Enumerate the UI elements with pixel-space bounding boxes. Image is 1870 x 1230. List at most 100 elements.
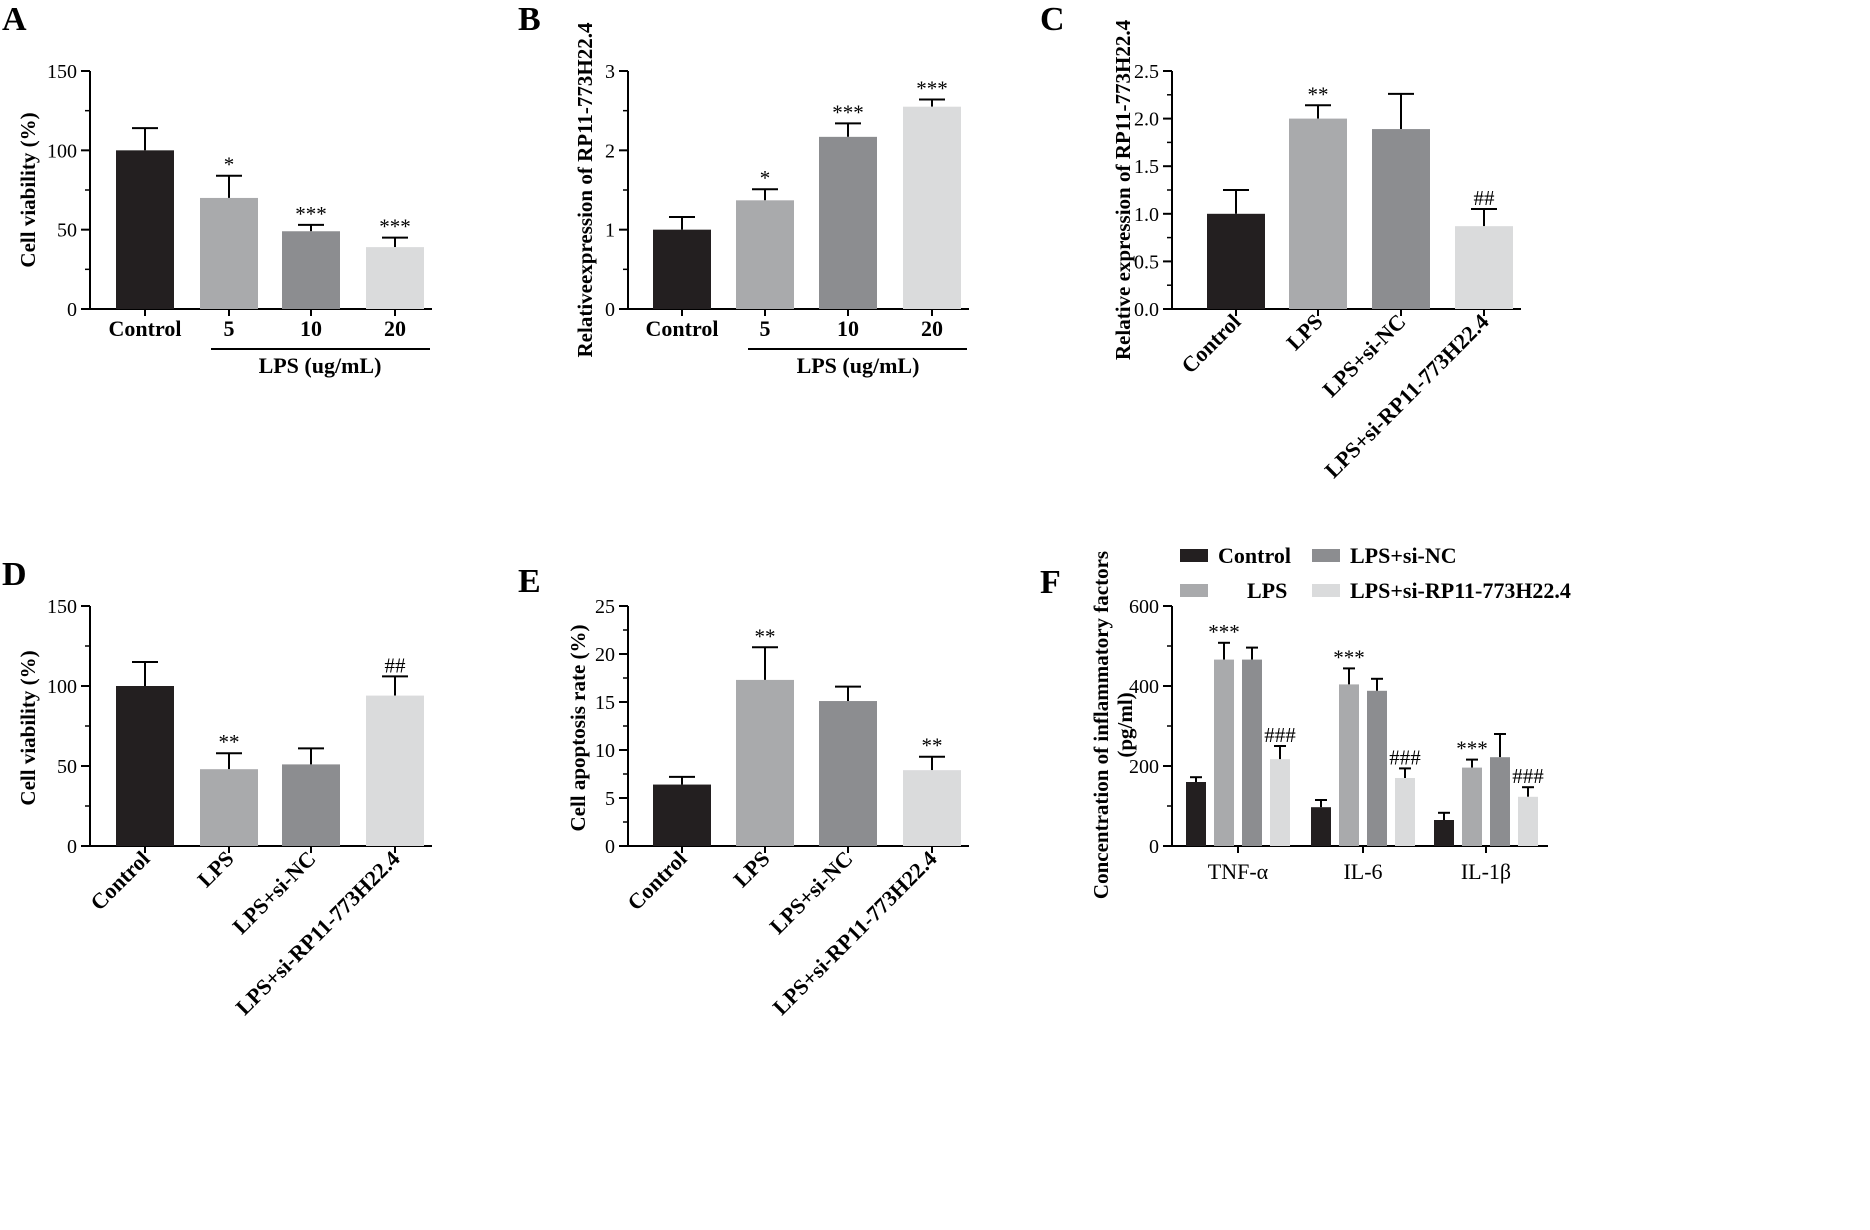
bar-1 [736,679,794,846]
bar-0 [653,229,711,309]
y-axis-label: Cell viability (%) [16,112,40,267]
x-tick-label: Control [109,316,182,341]
bar-3 [366,695,424,846]
bar-2-3 [1518,796,1538,846]
x-tick-label: IL-6 [1343,859,1382,884]
y-tick-label: 0.0 [1134,299,1159,321]
bar-0 [116,686,174,846]
bar-1 [1289,118,1347,309]
y-tick-label: 3 [605,61,615,83]
bar-2-1 [1462,767,1482,846]
bar-3 [903,770,961,846]
y-tick-label: 10 [595,740,615,762]
legend-item-2: LPS+si-NC [1312,543,1457,568]
x-tick-label: Control [1176,309,1245,378]
y-axis-label-line2: (pg/ml) [1113,692,1137,757]
significance-label: ### [1389,745,1421,769]
significance-label: *** [832,100,864,124]
x-tick-label: 10 [300,316,322,341]
significance-label: *** [916,77,948,101]
y-tick-label: 1.0 [1134,204,1159,226]
bar-2 [282,231,340,309]
significance-label: ### [1264,723,1296,747]
x-tick-label: 20 [921,316,943,341]
x-tick-label: TNF-α [1208,859,1269,884]
significance-label: ### [1512,764,1544,788]
legend-swatch [1312,584,1340,597]
significance-label: ** [922,734,943,758]
legend-item-1: LPS [1180,578,1287,603]
y-tick-label: 0.5 [1134,251,1159,273]
significance-label: * [760,166,771,190]
bar-0 [116,150,174,309]
panel-letter: A [2,1,27,38]
y-tick-label: 50 [57,220,77,242]
y-tick-label: 2 [605,140,615,162]
x-tick-label: 5 [224,316,235,341]
panel-letter: F [1040,564,1061,601]
significance-label: ** [219,730,240,754]
x-tick-label: 5 [760,316,771,341]
bar-3 [903,106,961,309]
significance-label: * [224,153,235,177]
x-tick-label: Control [85,846,154,915]
legend-label: LPS+si-NC [1350,543,1457,568]
y-axis-label: Cell apoptosis rate (%) [566,624,590,831]
legend-label: Control [1218,543,1291,568]
group-label: LPS (ug/mL) [259,353,382,378]
y-tick-label: 5 [605,788,615,810]
significance-label: *** [1333,645,1365,669]
y-tick-label: 20 [595,644,615,666]
legend-label: LPS+si-RP11-773H22.4 [1350,578,1571,603]
x-tick-label: Control [622,846,691,915]
significance-label: *** [1456,737,1488,761]
panel-letter: B [518,1,541,38]
x-tick-label: 10 [837,316,859,341]
y-tick-label: 0 [1149,836,1159,858]
y-tick-label: 25 [595,596,615,618]
x-tick-label: LPS+si-RP11-773H22.4 [768,846,942,1020]
x-tick-label: LPS+si-RP11-773H22.4 [231,846,405,1020]
y-tick-label: 0 [67,836,77,858]
y-tick-label: 200 [1129,756,1159,778]
bar-3 [366,247,424,309]
panel-letter: C [1040,1,1065,38]
x-tick-label: 20 [384,316,406,341]
significance-label: ** [1308,82,1329,106]
bar-0 [1207,213,1265,309]
bar-0-3 [1270,759,1290,846]
legend-label: LPS [1247,578,1287,603]
y-axis-label: Cell viability (%) [16,650,40,805]
y-tick-label: 2.0 [1134,109,1159,131]
x-tick-label: LPS+si-RP11-773H22.4 [1320,309,1494,483]
legend-item-3: LPS+si-RP11-773H22.4 [1312,578,1571,603]
y-tick-label: 2.5 [1134,61,1159,83]
y-tick-label: 0 [605,299,615,321]
y-tick-label: 50 [57,756,77,778]
legend-swatch [1180,584,1208,597]
group-label: LPS (ug/mL) [797,353,920,378]
bar-1-3 [1395,778,1415,846]
bar-2 [819,136,877,309]
bar-1-1 [1339,684,1359,846]
significance-label: ** [755,624,776,648]
significance-label: *** [1208,620,1240,644]
legend-item-0: Control [1180,543,1291,568]
panel-D: D 0 50 100 150 Cell viability (%) Control ** LPS… [2,556,432,1020]
bar-1 [736,200,794,309]
y-tick-label: 1.5 [1134,156,1159,178]
y-tick-label: 150 [47,61,77,83]
panel-letter: E [518,563,541,600]
y-tick-label: 0 [67,299,77,321]
bar-1-2 [1367,690,1387,846]
y-axis-label: Relativeexpression of RP11-773H22.4 [573,22,597,357]
bar-1 [200,769,258,846]
bar-2-0 [1434,820,1454,846]
significance-label: *** [379,215,411,239]
significance-label: ## [1474,186,1496,210]
y-tick-label: 0 [605,836,615,858]
y-tick-label: 15 [595,692,615,714]
bar-0-2 [1242,659,1262,846]
